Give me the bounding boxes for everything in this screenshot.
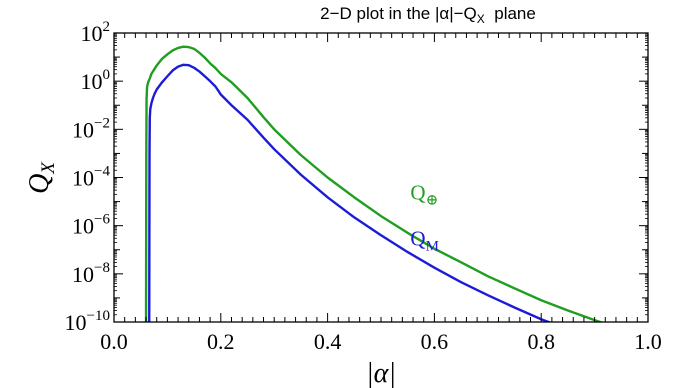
y-tick-labels: 102 100 10−2 10−4 10−6 10−8 10−10 xyxy=(65,19,111,335)
series-area xyxy=(144,45,604,322)
x-tick-label: 0.4 xyxy=(314,329,342,354)
y-tick-label: 10−10 xyxy=(65,308,110,335)
axis-ticks xyxy=(113,32,649,323)
y-tick-label: 100 xyxy=(81,67,111,94)
y-tick-label: 10−2 xyxy=(72,115,110,142)
y-tick-label: 102 xyxy=(81,19,111,46)
x-tick-label: 0.6 xyxy=(421,329,449,354)
x-tick-label: 0.8 xyxy=(527,329,555,354)
chart-title-suffix: plane xyxy=(485,4,536,23)
series-label-q-earth: Q⊕ xyxy=(410,181,438,209)
y-axis-label-subscript: X xyxy=(38,161,59,175)
plot-frame xyxy=(113,32,649,323)
x-tick-labels: 0.0 0.2 0.4 0.6 0.8 1.0 xyxy=(100,329,662,354)
chart-title-subscript: X xyxy=(477,12,485,26)
svg-text:2−D plot in the |α|−QX plane: 2−D plot in the |α|−QX plane xyxy=(320,4,536,26)
x-tick-label: 0.0 xyxy=(100,329,128,354)
y-axis-label-main: Q xyxy=(24,174,55,194)
y-axis-label: QX xyxy=(24,161,59,194)
x-axis-label: |α| xyxy=(366,358,396,388)
series-label-q-moon: QM xyxy=(410,227,439,255)
y-tick-label: 10−4 xyxy=(72,164,110,191)
y-tick-label: 10−8 xyxy=(72,260,110,287)
series-line-q-earth xyxy=(144,45,604,322)
x-tick-label: 1.0 xyxy=(634,329,662,354)
x-tick-label: 0.2 xyxy=(207,329,235,354)
svg-text:QX: QX xyxy=(24,161,59,194)
series-line-q-moon xyxy=(148,63,552,322)
y-tick-label: 10−6 xyxy=(72,212,110,239)
chart-title: 2−D plot in the |α|−QX plane xyxy=(320,4,536,26)
series-labels: Q⊕ QM xyxy=(410,181,439,255)
chart-title-main: 2−D plot in the |α|−Q xyxy=(320,4,477,23)
